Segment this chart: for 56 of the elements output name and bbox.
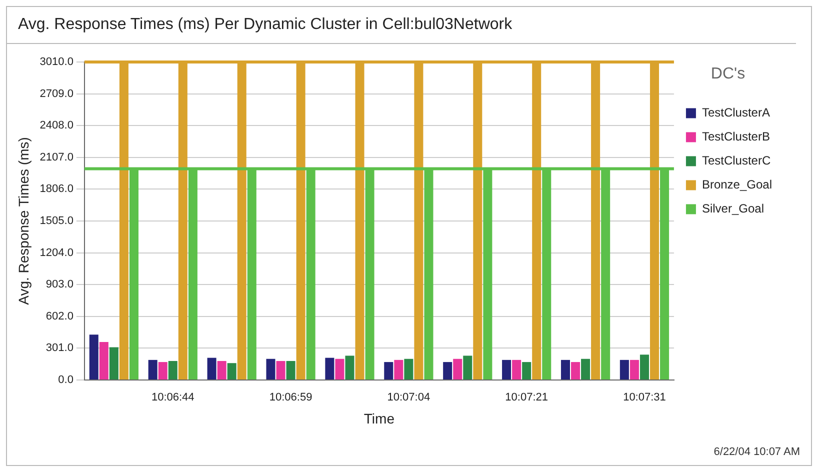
- chart-title: Avg. Response Times (ms) Per Dynamic Cluster in Cell:bul03Network: [6, 6, 796, 44]
- bar: [630, 360, 639, 380]
- y-tick-label: 903.0: [46, 278, 74, 291]
- y-tick-label: 0.0: [58, 374, 74, 386]
- bar: [266, 358, 276, 380]
- bar: [463, 356, 472, 380]
- bar: [640, 354, 649, 380]
- y-tick-label: 3010.0: [40, 56, 74, 68]
- bar: [394, 360, 404, 380]
- y-axis-title: Avg. Response Times (ms): [15, 137, 32, 305]
- bar: [158, 362, 168, 380]
- bar: [502, 360, 512, 380]
- bar: [99, 342, 108, 380]
- bar: [443, 362, 452, 380]
- y-tick-label: 1505.0: [40, 215, 74, 228]
- bar: [404, 358, 414, 380]
- y-tick-label: 2107.0: [40, 151, 74, 164]
- x-tick-label: 10:06:44: [151, 392, 194, 404]
- y-tick-label: 1204.0: [40, 246, 74, 259]
- bar: [109, 347, 118, 380]
- bar: [560, 360, 570, 380]
- y-tick-label: 301.0: [46, 342, 74, 354]
- bar: [512, 360, 522, 380]
- bar: [335, 358, 344, 380]
- x-tick-label: 10:06:59: [269, 392, 312, 404]
- bar: [453, 358, 462, 380]
- x-axis-title: Time: [364, 410, 395, 426]
- y-tick-label: 2709.0: [40, 88, 74, 100]
- bar: [217, 360, 226, 380]
- legend-label: TestClusterA: [702, 106, 770, 120]
- legend-label: TestClusterB: [702, 130, 770, 144]
- bar: [276, 360, 286, 380]
- bar: [148, 360, 158, 380]
- bar: [620, 360, 629, 380]
- bar: [345, 356, 354, 380]
- bar: [286, 360, 296, 380]
- y-tick-label: 602.0: [46, 310, 74, 322]
- x-tick-label: 10:07:21: [505, 392, 548, 404]
- bar: [207, 358, 216, 380]
- y-tick-label: 2408.0: [40, 120, 74, 132]
- bar: [168, 360, 178, 380]
- x-tick-label: 10:07:04: [387, 392, 430, 404]
- legend-title: DC's: [710, 65, 746, 82]
- bar: [89, 334, 98, 380]
- x-tick-label: 10:07:31: [623, 392, 666, 404]
- bar: [384, 362, 394, 380]
- legend-label: TestClusterC: [702, 154, 771, 168]
- bar: [325, 358, 334, 380]
- legend-label: Silver_Goal: [702, 202, 764, 216]
- bar: [571, 362, 580, 380]
- bar: [581, 358, 590, 380]
- legend-label: Bronze_Goal: [702, 178, 772, 192]
- text: 6/22/04 10:07 AM: [714, 446, 800, 458]
- bar: [522, 362, 532, 380]
- bar: [227, 363, 236, 380]
- y-tick-label: 1806.0: [40, 183, 74, 196]
